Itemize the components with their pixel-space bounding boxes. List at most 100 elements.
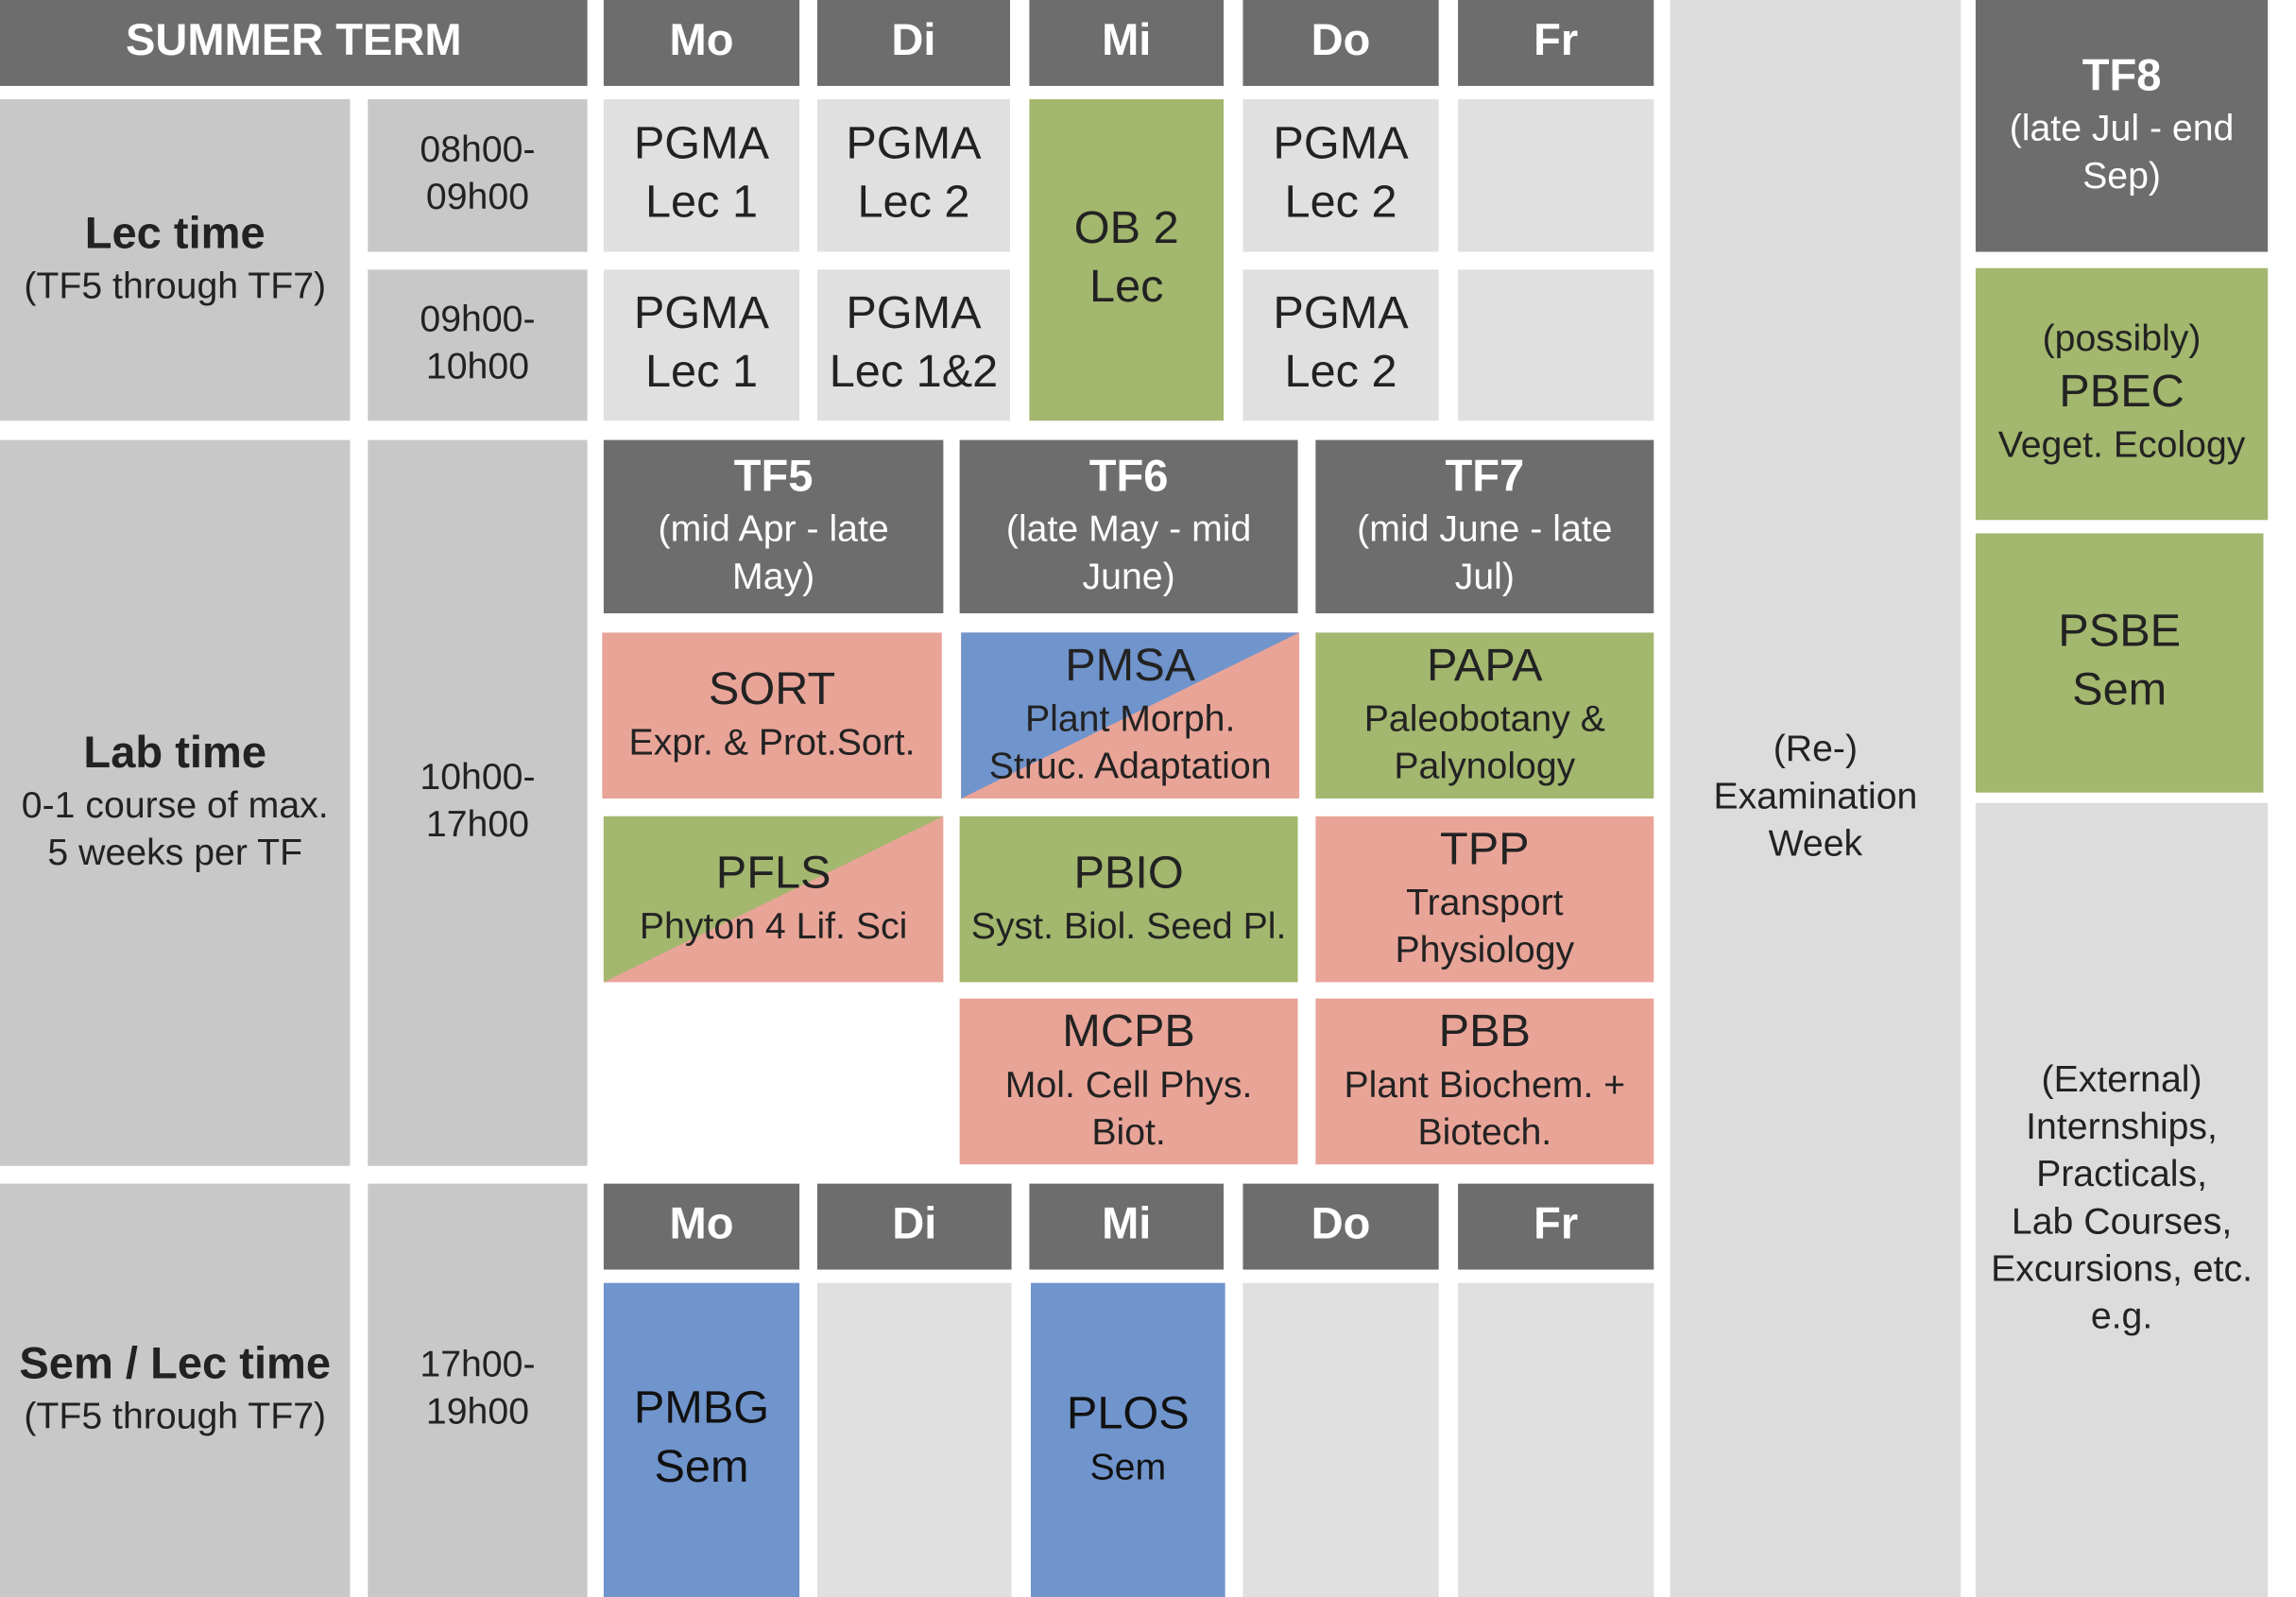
cell-text: 09h00	[426, 177, 529, 217]
cell-text: PGMA	[634, 287, 770, 338]
cell-text: 17h00	[426, 804, 529, 845]
cell	[1242, 269, 1439, 421]
cell	[1458, 1183, 1654, 1270]
cell-text: Veget. Ecology	[1998, 425, 2246, 466]
cell-text: 17h00-	[420, 1345, 535, 1385]
cell-text: 0-1 course of max.	[22, 785, 329, 826]
cell-text: TF7	[1445, 451, 1524, 501]
cell-text: Mo	[670, 14, 734, 64]
cell-text: PAPA	[1427, 640, 1543, 691]
cell-text: Sem	[1089, 1447, 1166, 1487]
cell-text: TF8	[2082, 50, 2162, 100]
cell	[1029, 99, 1225, 421]
cell-text: MCPB	[1062, 1005, 1195, 1056]
cell-text: PMSA	[1065, 640, 1195, 691]
cell-text: (late Jul - end	[2010, 109, 2235, 149]
cell-text: Sem	[654, 1441, 748, 1492]
cell-text: PGMA	[1273, 118, 1409, 169]
cell	[368, 269, 588, 421]
cell	[816, 99, 1011, 252]
cell-text: PBB	[1439, 1005, 1531, 1056]
cell-text: OB 2	[1074, 202, 1179, 253]
cell-text: (Re-)	[1773, 729, 1858, 769]
cell-split	[603, 816, 944, 983]
cell-text: Fr	[1534, 1198, 1578, 1248]
cell	[0, 0, 588, 86]
cell-text: 09h00-	[420, 300, 535, 340]
cell	[816, 0, 1011, 86]
cell	[603, 439, 944, 614]
cell-text: Lec 2	[1285, 346, 1397, 397]
cell	[0, 1183, 351, 1597]
cell	[368, 439, 588, 1166]
cell	[1242, 1183, 1439, 1270]
cell	[1670, 0, 1962, 1597]
cell-text: (TF5 through TF7)	[24, 1397, 326, 1437]
cell-text: (mid June - late	[1357, 509, 1612, 550]
cell	[603, 269, 800, 421]
cell-text: Biot.	[1091, 1112, 1166, 1153]
cell-text: 19h00	[426, 1392, 529, 1433]
cell-text: 10h00-	[420, 757, 535, 798]
cell	[1029, 0, 1225, 86]
cell	[1242, 1282, 1439, 1597]
cell-text: Phyton 4 Lif. Sci	[640, 906, 907, 947]
cell-text: 5 weeks per TF	[47, 833, 302, 873]
cell	[1315, 439, 1654, 614]
cell-text: PSBE	[2058, 605, 2181, 656]
cell-text: Palynology	[1394, 747, 1575, 787]
cell-text: Lec 1&2	[830, 346, 999, 397]
cell-text: Do	[1311, 1198, 1371, 1248]
cell-text: PLOS	[1067, 1388, 1190, 1439]
cell-text: Di	[891, 14, 935, 64]
cell	[368, 1183, 588, 1597]
cell-text: May)	[732, 557, 814, 597]
cell	[1315, 816, 1654, 983]
cell-text: (External)	[2042, 1059, 2202, 1100]
cell	[1458, 0, 1654, 86]
cell-text: SUMMER TERM	[126, 14, 462, 64]
cell-text: Lec	[1089, 261, 1163, 312]
cell-text: PGMA	[1273, 287, 1409, 338]
cell-text: Lec 1	[645, 346, 758, 397]
cell-text: Mi	[1102, 14, 1151, 64]
cell-text: Sep)	[2082, 156, 2161, 197]
cell-text: Struc. Adaptation	[989, 747, 1272, 787]
cell	[1315, 998, 1654, 1165]
cell-text: Lab time	[83, 727, 266, 777]
cell	[603, 99, 800, 252]
cell	[0, 439, 351, 1166]
cell-text: SORT	[709, 663, 835, 714]
cell-text: Lec 2	[857, 177, 969, 228]
cell	[1458, 1282, 1654, 1597]
cell	[368, 99, 588, 252]
cell	[1242, 99, 1439, 252]
cell-text: Excursions, etc.	[1991, 1248, 2253, 1289]
cell-text: (TF5 through TF7)	[24, 266, 326, 307]
cell-text: TF5	[734, 451, 814, 501]
cell	[959, 816, 1298, 983]
cell	[1458, 269, 1654, 421]
cell	[816, 269, 1011, 421]
cell-text: PMBG	[634, 1382, 769, 1434]
cell-text: Week	[1769, 824, 1863, 865]
cell	[1458, 99, 1654, 252]
cell-text: e.g.	[2091, 1296, 2152, 1337]
cell-text: PGMA	[846, 287, 982, 338]
cell-text: Fr	[1534, 14, 1578, 64]
cell	[602, 632, 942, 798]
cell-text: Mi	[1102, 1198, 1151, 1248]
cell-text: TF6	[1089, 451, 1169, 501]
cell-text: Syst. Biol. Seed Pl.	[971, 906, 1287, 947]
cell	[1975, 267, 2269, 521]
cell-text: 08h00-	[420, 129, 535, 170]
cell-text: Plant Morph.	[1025, 699, 1235, 740]
cell-text: Internships,	[2026, 1107, 2218, 1147]
cell-text: PFLS	[716, 847, 831, 898]
cell	[959, 439, 1298, 614]
cell	[1315, 632, 1654, 798]
cell-text: Jul)	[1455, 557, 1515, 597]
cell-text: (possibly)	[2043, 318, 2202, 359]
cell-text: Lab Courses,	[2012, 1201, 2232, 1242]
